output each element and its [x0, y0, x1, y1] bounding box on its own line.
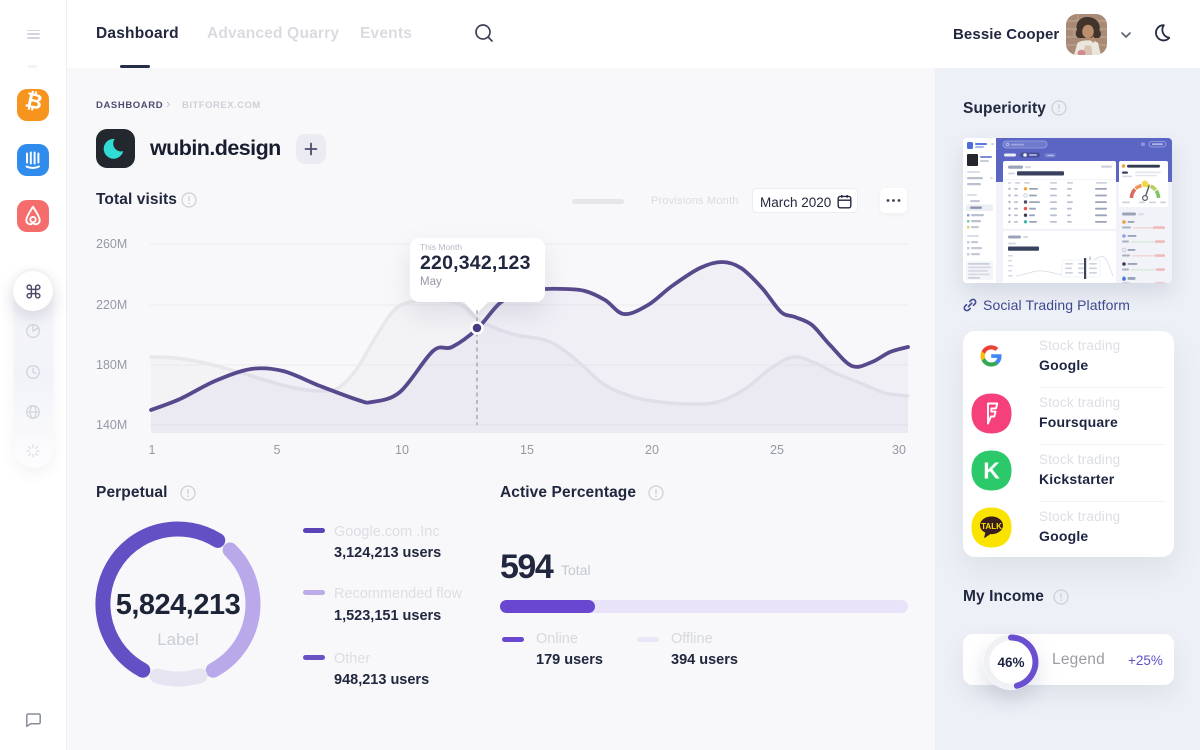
svg-text:K: K — [983, 458, 1000, 484]
svg-text:TALK: TALK — [981, 522, 1002, 531]
